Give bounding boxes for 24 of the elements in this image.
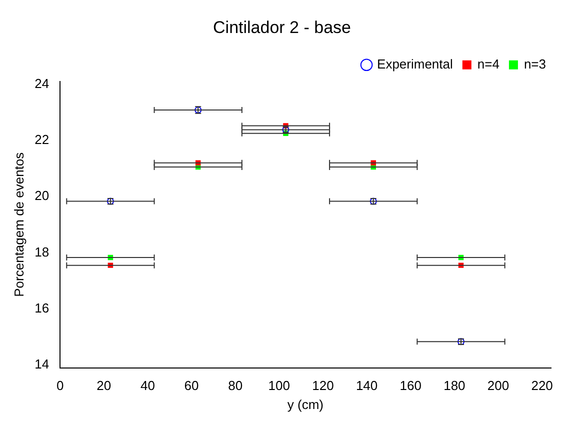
x-tick-label: 20: [96, 378, 112, 394]
y-tick-label: 24: [34, 76, 50, 91]
x-tick-label: 200: [487, 378, 510, 394]
x-tick-label: 140: [356, 378, 378, 394]
chart-title: Cintilador 2 - base: [213, 18, 351, 37]
x-tick-label: 180: [444, 378, 466, 394]
x-tick-label: 160: [400, 378, 422, 394]
legend-label: n=4: [477, 56, 500, 72]
x-tick-label: 60: [184, 378, 199, 394]
x-tick-label: 80: [228, 378, 243, 394]
y-axis-title: Porcentagem de eventos: [11, 152, 26, 297]
x-tick-label: 100: [268, 378, 290, 394]
x-tick-label: 120: [312, 378, 334, 394]
x-axis-title: y (cm): [287, 396, 324, 412]
y-tick-label: 22: [34, 132, 50, 147]
legend-label: n=3: [524, 56, 546, 72]
x-tick-label: 0: [56, 378, 64, 394]
y-tick-label: 20: [34, 188, 50, 204]
y-tick-label: 16: [34, 300, 50, 316]
x-tick-label: 40: [140, 378, 155, 394]
y-tick-label: 18: [34, 244, 50, 260]
y-tick-label: 14: [34, 356, 50, 372]
x-tick-label: 220: [531, 378, 553, 394]
legend-label: Experimental: [377, 56, 454, 72]
